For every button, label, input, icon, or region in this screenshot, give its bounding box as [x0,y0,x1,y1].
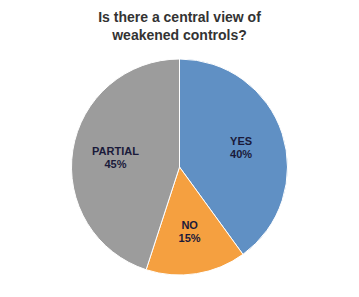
svg-text:NO15%: NO15% [179,219,201,244]
html-text:Is there a central view of wea: Is there a central view of weakened cont… [98,9,261,43]
svg-text:YES40%: YES40% [230,135,252,160]
svg-text:PARTIAL45%: PARTIAL45% [92,145,139,170]
